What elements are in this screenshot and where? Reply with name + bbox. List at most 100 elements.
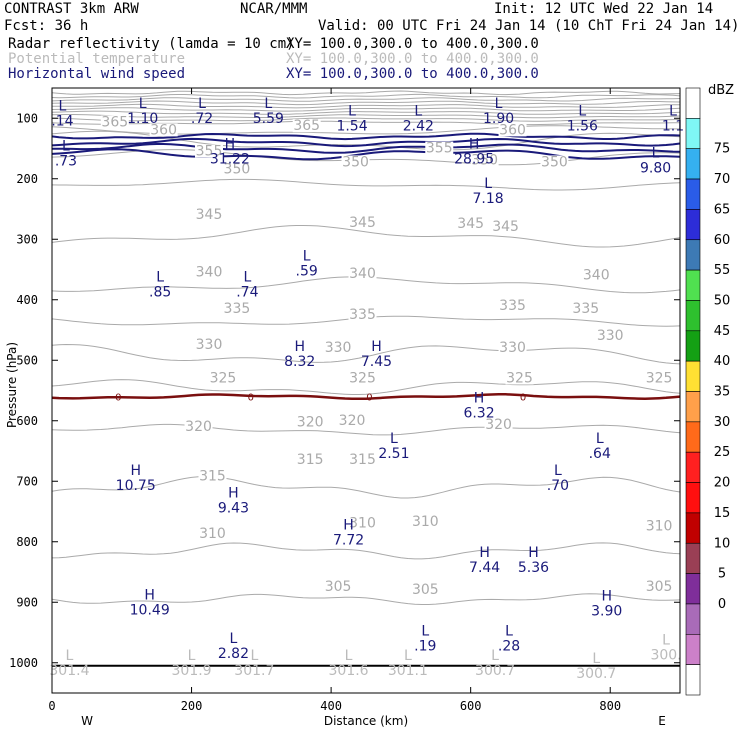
colorbar-swatch	[685, 209, 701, 241]
theta-label-bg	[505, 371, 534, 385]
theta-contour-label: 355	[196, 144, 223, 160]
wind-extremum-marker: L	[390, 431, 398, 447]
theta-contour-label: 365	[101, 115, 128, 131]
theta-label-bg	[195, 144, 223, 158]
theta-contour-label: 340	[196, 265, 223, 281]
forecast-hour: Fcst: 36 h	[4, 18, 89, 34]
theta-contour-label: 335	[499, 298, 526, 314]
theta-contour-upper	[51, 114, 681, 119]
theta-contour-upper	[51, 90, 681, 96]
wind-extremum-marker: H	[474, 391, 485, 407]
init-time: Init: 12 UTC Wed 22 Jan 14	[494, 1, 714, 17]
theta-contour-label: 360	[150, 122, 177, 138]
theta-label-bg	[411, 514, 440, 528]
wind-extremum-value: .73	[55, 153, 77, 169]
wind-extremum-value: .72	[191, 111, 213, 127]
theta-contour-label: 305	[646, 579, 673, 595]
wind-isotach	[51, 137, 681, 148]
wind-extremum-marker: H	[343, 518, 354, 534]
wind-extremum-value: .64	[589, 446, 611, 462]
theta-contour-upper	[51, 97, 681, 102]
zero-dbz-line: 0 0 0 0	[51, 393, 681, 667]
theta-label-bg	[195, 338, 223, 352]
y-tick-label: 300	[16, 232, 38, 246]
colorbar-level-label: 20	[714, 476, 731, 491]
theta-extremum-value: 300.7	[475, 663, 515, 679]
wind-isotach	[51, 148, 681, 161]
theta-contour-upper	[51, 100, 681, 106]
theta-label-bg	[596, 329, 625, 343]
theta-label-bg	[571, 301, 600, 315]
colorbar-swatch	[685, 573, 701, 605]
theta-contour-label: 310	[199, 526, 226, 542]
theta-extremum-value: 301.1	[388, 663, 428, 679]
wind-extremum-marker: L	[348, 103, 356, 119]
axes: 100 200 300 400 500 600 700 800 900 1000 0 200 400 60…	[9, 88, 680, 713]
theta-label-bg	[198, 469, 227, 483]
wind-extremum-value: 1.10	[127, 111, 158, 127]
wind-extremum-marker: L	[139, 96, 147, 112]
colorbar-level-label: 70	[714, 172, 731, 187]
wind-extremum-value: 7.18	[473, 191, 504, 207]
theta-extremum-value: 300.7	[576, 666, 616, 682]
wind-extremum-marker: H	[225, 137, 236, 153]
theta-contour-label: 325	[210, 370, 237, 386]
colorbar-level-label: 30	[714, 415, 731, 430]
wind-extremum-marker: H	[144, 587, 155, 603]
theta-contour-label: 320	[185, 419, 212, 435]
wind-extremum-value: 7.72	[333, 533, 364, 549]
wind-extremum-value: 7.45	[361, 354, 392, 370]
y-tick-label: 200	[16, 172, 38, 186]
theta-label-bg	[198, 526, 227, 540]
colorbar-level-label: 50	[714, 293, 731, 308]
colorbar-level-label: 25	[714, 445, 731, 460]
theta-extremum-marker: L	[404, 648, 412, 664]
theta-contour-label: 305	[325, 579, 352, 595]
x-tick-label: 0	[48, 699, 55, 713]
wind-extremum-value: .85	[149, 285, 171, 301]
theta-contour-upper	[51, 110, 681, 115]
theta-label-bg	[456, 217, 485, 231]
x-axis-label: Distance (km)	[324, 714, 408, 728]
title-center: NCAR/MMM	[240, 1, 308, 17]
wind-extremum-value: 5.36	[518, 560, 549, 576]
field-reflectivity-xy: XY= 100.0,300.0 to 400.0,300.0	[286, 36, 539, 52]
theta-extremum-value: 301.7	[234, 663, 274, 679]
wind-extremum-value: .74	[236, 285, 258, 301]
theta-label-bg	[348, 371, 377, 385]
theta-label-bg	[100, 115, 129, 129]
zero-dbz-label: 0	[115, 393, 121, 404]
wind-extremum-marker: L	[554, 463, 562, 479]
theta-contour-label: 345	[196, 207, 223, 223]
theta-contour-upper	[51, 93, 681, 99]
theta-label-bg	[195, 208, 223, 222]
wind-extremum-value: 10.75	[116, 478, 156, 494]
wind-extremum-value: 7.44	[469, 560, 500, 576]
theta-label-bg	[348, 307, 377, 321]
wind-extremum-value: .59	[296, 263, 318, 279]
colorbar-swatch	[685, 421, 701, 453]
theta-contour-315	[51, 475, 681, 499]
theta-contour-label: 320	[339, 413, 366, 429]
theta-contour-label: 320	[297, 415, 324, 431]
colorbar-level-label: 45	[714, 324, 731, 339]
theta-contour-label: 330	[499, 340, 526, 356]
wind-extremum-marker: L	[414, 103, 422, 119]
wind-extremum-marker: L	[230, 631, 238, 647]
theta-contour-label: 320	[485, 417, 512, 433]
theta-contour-345	[51, 225, 681, 248]
theta-extremum-value: 301.6	[329, 663, 369, 679]
colorbar-swatch	[685, 239, 701, 271]
theta-label-bg	[348, 453, 377, 467]
theta-contour-label: 330	[597, 328, 624, 344]
theta-label-bg	[341, 155, 370, 169]
theta-contour-label: 325	[506, 370, 533, 386]
theta-label-bg	[540, 155, 569, 169]
colorbar-swatch	[685, 451, 701, 483]
x-tick-label: 400	[320, 699, 342, 713]
theta-contour-label: 310	[412, 514, 439, 530]
wind-isotach	[51, 132, 681, 141]
wind-extremum-marker: H	[528, 545, 539, 561]
wind-extremum-marker: L	[156, 270, 164, 286]
wind-extremum-marker: L	[62, 138, 70, 154]
